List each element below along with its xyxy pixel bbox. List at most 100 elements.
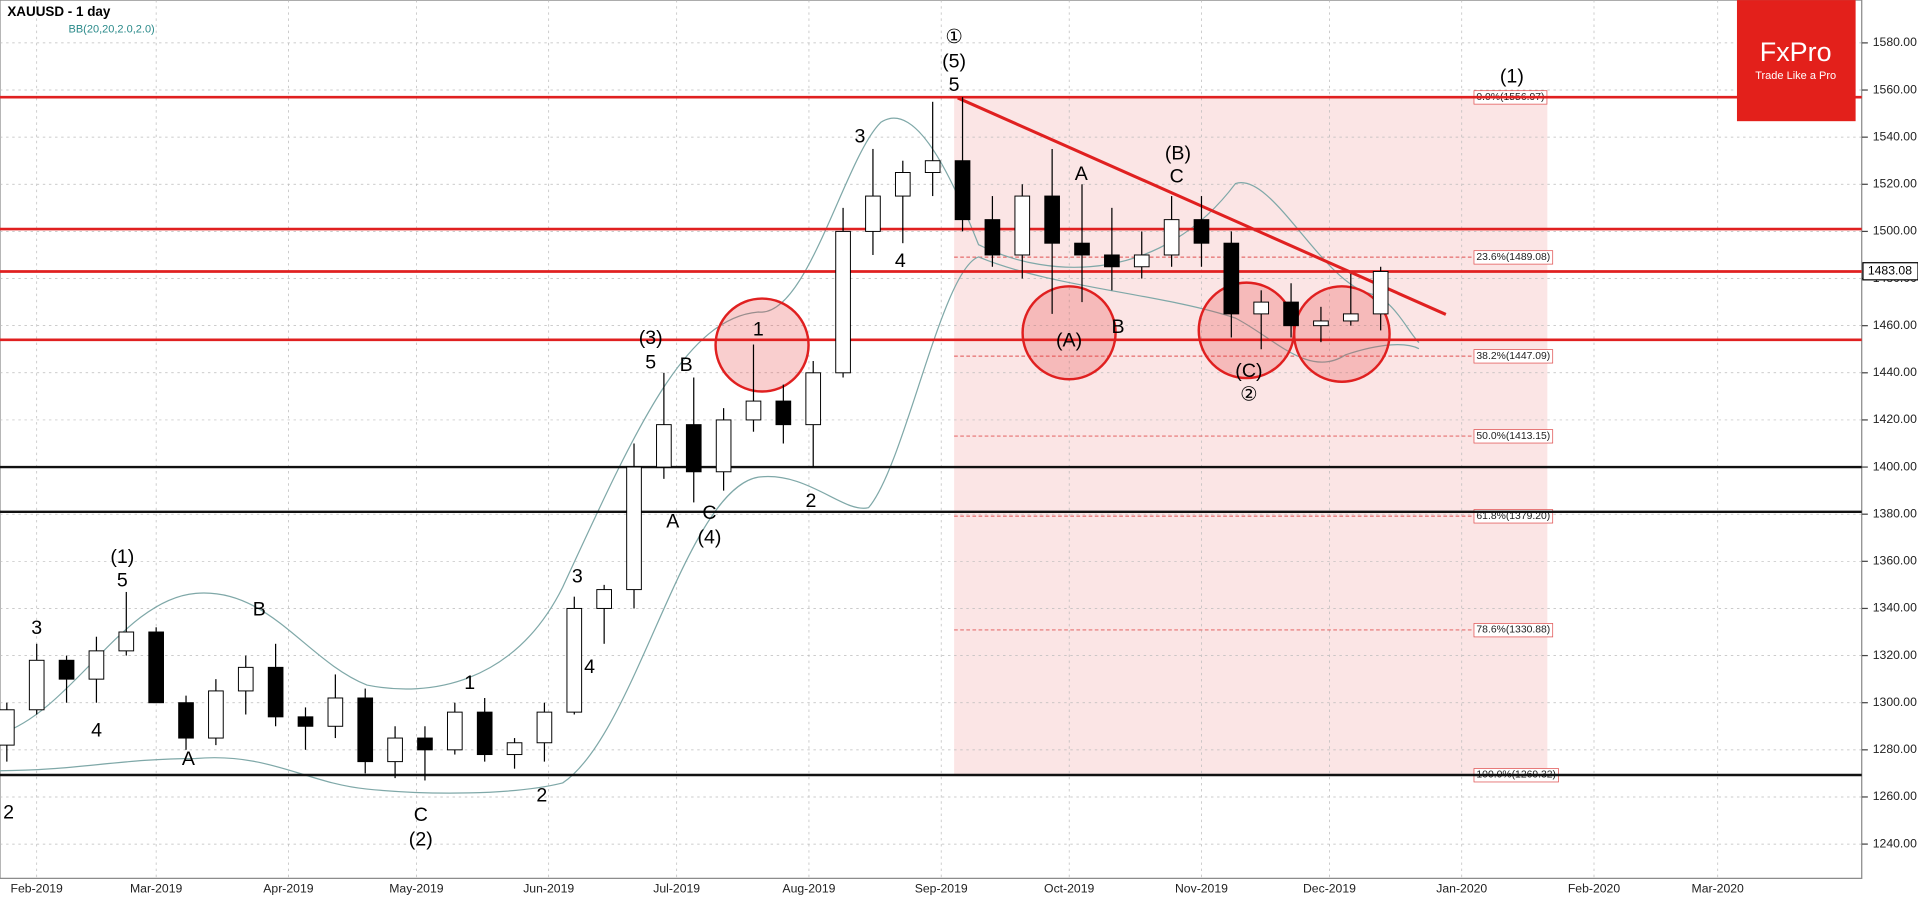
wave-label: (4) — [698, 526, 722, 548]
candle-body — [1223, 242, 1240, 315]
candle-body — [536, 711, 553, 744]
wave-label: (1) — [110, 546, 134, 568]
y-tick-label: 1340.00 — [1873, 601, 1917, 615]
wave-label: (1) — [1500, 65, 1524, 87]
fib-label: 78.6%(1330.88) — [1476, 625, 1550, 636]
candle-body — [118, 631, 135, 652]
wave-label: 2 — [536, 785, 547, 807]
x-tick-label: Jun-2019 — [523, 882, 574, 896]
candle-body — [865, 195, 881, 232]
brand-logo — [1736, 0, 1856, 122]
wave-label: (C) — [1235, 360, 1262, 382]
y-tick-label: 1260.00 — [1873, 789, 1917, 803]
y-tick-label: 1500.00 — [1873, 224, 1917, 238]
fib-label-box — [1473, 349, 1554, 364]
y-tick-label: 1240.00 — [1873, 836, 1917, 850]
x-tick-label: Nov-2019 — [1175, 882, 1228, 896]
candle-body — [446, 711, 463, 751]
wave-label: 5 — [645, 352, 656, 374]
fib-label: 50.0%(1413.15) — [1476, 431, 1550, 442]
fib-label: 23.6%(1489.08) — [1476, 252, 1550, 263]
x-tick-label: Feb-2019 — [11, 882, 64, 896]
highlight-circle — [1292, 285, 1391, 383]
wave-label: 3 — [854, 125, 865, 147]
candle-body — [1133, 254, 1150, 268]
y-tick-label: 1540.00 — [1873, 129, 1917, 143]
wave-label: A — [1075, 163, 1089, 185]
bollinger-upper — [0, 117, 1420, 735]
candle-body — [357, 697, 374, 763]
candle-body — [417, 737, 433, 751]
candle-body — [237, 666, 254, 692]
candle-body — [775, 400, 792, 426]
candle-body — [148, 631, 164, 704]
wave-label: 4 — [91, 720, 102, 742]
wave-label: C — [414, 804, 428, 826]
y-tick-label: 1460.00 — [1873, 318, 1917, 332]
wave-label: 5 — [117, 569, 128, 591]
wave-label: 4 — [895, 250, 906, 272]
candle-body — [506, 742, 523, 756]
candle-body — [566, 607, 583, 713]
x-tick-label: Jan-2020 — [1436, 882, 1487, 896]
y-tick-label: 1360.00 — [1873, 554, 1917, 568]
fib-label: 38.2%(1447.09) — [1476, 351, 1550, 362]
last-price-label: 1483.08 — [1868, 264, 1912, 278]
y-tick-label: 1300.00 — [1873, 695, 1917, 709]
candle-body — [894, 172, 911, 197]
candle-body — [0, 709, 15, 746]
candle-body — [626, 466, 642, 591]
bollinger-lower — [0, 256, 1420, 794]
fib-label-box — [1473, 623, 1554, 638]
fib-label-box — [1473, 250, 1554, 265]
candle-body — [656, 424, 672, 468]
candle-body — [267, 666, 284, 718]
y-tick-label: 1520.00 — [1873, 177, 1917, 191]
candle-body — [58, 659, 75, 680]
y-tick-label: 1280.00 — [1873, 742, 1917, 756]
candle-body — [1104, 254, 1120, 268]
x-tick-label: Aug-2019 — [782, 882, 835, 896]
wave-label: 1 — [753, 319, 764, 341]
fib-label-box — [1473, 429, 1554, 444]
candle-body — [178, 702, 194, 739]
candle-body — [715, 419, 732, 473]
wave-label: 3 — [572, 566, 583, 588]
y-tick-label: 1320.00 — [1873, 648, 1917, 662]
wave-label: 3 — [31, 617, 42, 639]
brand-tagline: Trade Like a Pro — [1755, 70, 1836, 82]
x-tick-label: Dec-2019 — [1303, 882, 1356, 896]
candle-body — [297, 716, 314, 727]
wave-label: C — [702, 502, 716, 524]
candle-body — [805, 372, 822, 426]
y-tick-label: 1380.00 — [1873, 506, 1917, 520]
x-tick-label: Oct-2019 — [1044, 882, 1094, 896]
wave-label: A — [182, 748, 196, 770]
fib-label: 61.8%(1379.20) — [1476, 511, 1550, 522]
wave-label: C — [1170, 166, 1184, 188]
wave-label: (A) — [1056, 330, 1082, 352]
candle-body — [1193, 219, 1210, 244]
y-tick-label: 1580.00 — [1873, 35, 1917, 49]
wave-label: ① — [945, 26, 963, 48]
chart-title: XAUUSD - 1 day — [7, 4, 111, 19]
candle-body — [1313, 320, 1329, 327]
candle-body — [327, 697, 344, 727]
y-tick-label: 1560.00 — [1873, 82, 1917, 96]
candle-body — [984, 219, 1001, 256]
x-tick-label: Jul-2019 — [653, 882, 700, 896]
wave-label: (3) — [639, 327, 663, 349]
brand-name: FxPro — [1760, 37, 1832, 67]
candle-body — [596, 589, 612, 609]
candle-body — [835, 230, 851, 374]
wave-label: 2 — [806, 490, 817, 512]
wave-label: 1 — [464, 672, 475, 694]
x-tick-label: May-2019 — [389, 882, 444, 896]
candle-body — [387, 737, 403, 763]
highlight-circle — [1021, 285, 1117, 381]
candle-body — [1074, 242, 1090, 256]
wave-label: (B) — [1165, 142, 1191, 164]
wave-label: 5 — [949, 74, 960, 96]
candle-body — [954, 160, 971, 221]
candle-body — [1163, 219, 1180, 256]
